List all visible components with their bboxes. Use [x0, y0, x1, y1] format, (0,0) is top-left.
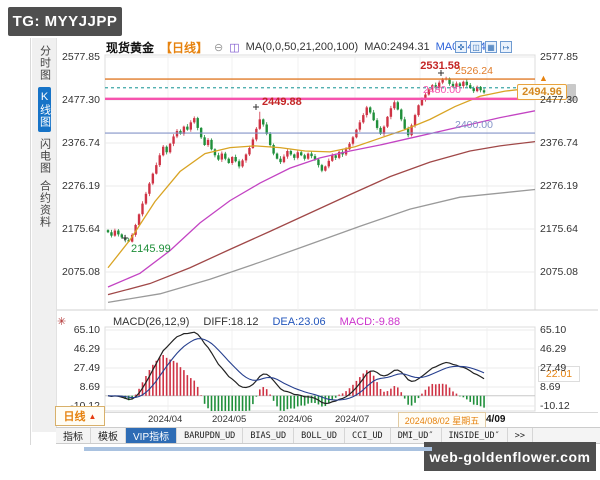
tg-watermark-badge: TG: MYYJJPP: [8, 7, 122, 36]
y-axis-label-left: 2376.74: [62, 136, 100, 149]
sidebar-item-contract-info[interactable]: 合约资料: [38, 180, 51, 228]
tab-dmi_ud[interactable]: DMI_UD″: [391, 428, 442, 443]
sidebar-item-timeshare[interactable]: 分时图: [38, 45, 51, 81]
macd-axis-label-right: -10.12: [540, 399, 570, 412]
macd-axis-label-left: 65.10: [73, 324, 100, 336]
macd-dea-value: DEA:23.06: [272, 316, 326, 328]
tab-inside_ud[interactable]: INSIDE_UD″: [442, 428, 508, 443]
indicator-tab-bar: 指标 模板 VIP指标 BARUPDN_UD BIAS_UD BOLL_UD CCI_UD D…: [56, 427, 600, 444]
macd-axis-label-right: 27.49: [540, 361, 567, 374]
y-axis-label-left: 2075.08: [62, 265, 100, 278]
macd-diff-value: DIFF:18.12: [203, 316, 259, 328]
chart-toolbar: ✜ ◫ ▦ ↦: [455, 41, 512, 53]
x-axis-end-tick: 4/09: [486, 414, 506, 425]
period-selector-label: 日线: [63, 411, 86, 423]
tab-[interactable]: >>: [508, 428, 533, 443]
macd-header: MACD(26,12,9) DIFF:18.12 DEA:23.06 MACD:…: [113, 316, 400, 328]
period-label[interactable]: 【日线】: [160, 40, 209, 55]
level-line-label: 2526.24: [455, 65, 493, 77]
period-selector-arrow-icon: ▲: [88, 411, 97, 421]
ma-yellow: [107, 87, 535, 269]
chart-type-sidebar: 分时图 K线图 闪电图 合约资料: [32, 38, 57, 432]
bars-icon[interactable]: ▦: [485, 41, 497, 53]
x-axis-tick: 2024/06: [278, 414, 313, 425]
axis-scrollbar-thumb[interactable]: [567, 84, 576, 101]
y-axis-label-left: 2175.64: [62, 222, 100, 235]
tab-[interactable]: 指标: [56, 428, 91, 443]
x-axis-tick: 2024/07: [335, 414, 370, 425]
x-axis-tick: 2024/05: [212, 414, 247, 425]
app-left-border: [30, 38, 31, 445]
macd-axis-label-left: 8.69: [79, 380, 100, 393]
y-axis-label-right: 2075.08: [540, 265, 578, 278]
sidebar-item-kline[interactable]: K线图: [37, 87, 51, 132]
current-price-badge: 2494.96: [517, 84, 567, 100]
macd-axis-label-right: 8.69: [540, 380, 561, 393]
period-selector[interactable]: 日线 ▲: [55, 406, 105, 426]
macd-settings-icon[interactable]: ✳: [57, 316, 67, 328]
price-marker-icon: ▲: [539, 73, 548, 83]
price-annotation: 2449.88: [262, 96, 302, 108]
price-annotation: 2145.99: [131, 243, 171, 255]
tab-cci_ud[interactable]: CCI_UD: [345, 428, 391, 443]
macd-axis-label-right: 65.10: [540, 324, 567, 336]
y-axis-label-left: 2477.30: [62, 93, 100, 106]
ma-magenta: [107, 110, 535, 288]
y-axis-label-right: 2477.30: [540, 93, 578, 106]
axis-top-border: [56, 412, 598, 413]
macd-title: MACD(26,12,9): [113, 316, 190, 328]
macd-cursor-value-badge: 22.01: [538, 366, 580, 382]
level-line-label: 2400.00: [455, 119, 493, 131]
y-axis-label-right: 2376.74: [540, 136, 578, 149]
sidebar-item-lightning[interactable]: 闪电图: [38, 138, 51, 174]
macd-axis-label-left: 27.49: [73, 361, 100, 374]
crosshair-icon[interactable]: ✜: [455, 41, 467, 53]
y-axis-label-right: 2276.19: [540, 179, 578, 192]
price-annotation: 2531.58: [420, 60, 460, 72]
chart-header: 现货黄金 【日线】 ⊖ ◫ MA(0,0,50,21,200,100) MA0:…: [106, 40, 489, 55]
symbol-name: 现货黄金: [106, 40, 155, 55]
y-axis-label-right: 2175.64: [540, 222, 578, 235]
indicator-settings-icon[interactable]: ◫: [229, 41, 240, 54]
x-axis-tick: 2024/04: [148, 414, 183, 425]
macd-axis-label-right: 46.29: [540, 343, 567, 355]
level-line-label: 2480.00: [423, 84, 461, 96]
ma-value-primary: MA0:2494.31: [364, 41, 430, 53]
y-axis-label-left: 2577.85: [62, 51, 100, 63]
y-axis-label-right: 2577.85: [540, 51, 578, 63]
macd-axis-label-left: 46.29: [73, 343, 100, 355]
tab-barupdn_ud[interactable]: BARUPDN_UD: [177, 428, 244, 443]
tab-vip[interactable]: VIP指标: [126, 428, 178, 443]
tab-bias_ud[interactable]: BIAS_UD: [243, 428, 295, 443]
site-watermark-badge: web-goldenflower.com: [424, 442, 596, 471]
collapse-icon[interactable]: ⊖: [214, 41, 224, 54]
ma-gray: [107, 188, 535, 304]
y-axis-label-left: 2276.19: [62, 179, 100, 192]
macd-macd-value: MACD:-9.88: [339, 316, 401, 328]
layout-icon[interactable]: ◫: [470, 41, 482, 53]
forward-icon[interactable]: ↦: [500, 41, 512, 53]
tab-boll_ud[interactable]: BOLL_UD: [294, 428, 345, 443]
horizontal-scrollbar[interactable]: [84, 447, 432, 451]
tab-[interactable]: 模板: [91, 428, 126, 443]
ma-settings-label: MA(0,0,50,21,200,100): [245, 41, 359, 53]
ma-maroon: [107, 140, 535, 296]
